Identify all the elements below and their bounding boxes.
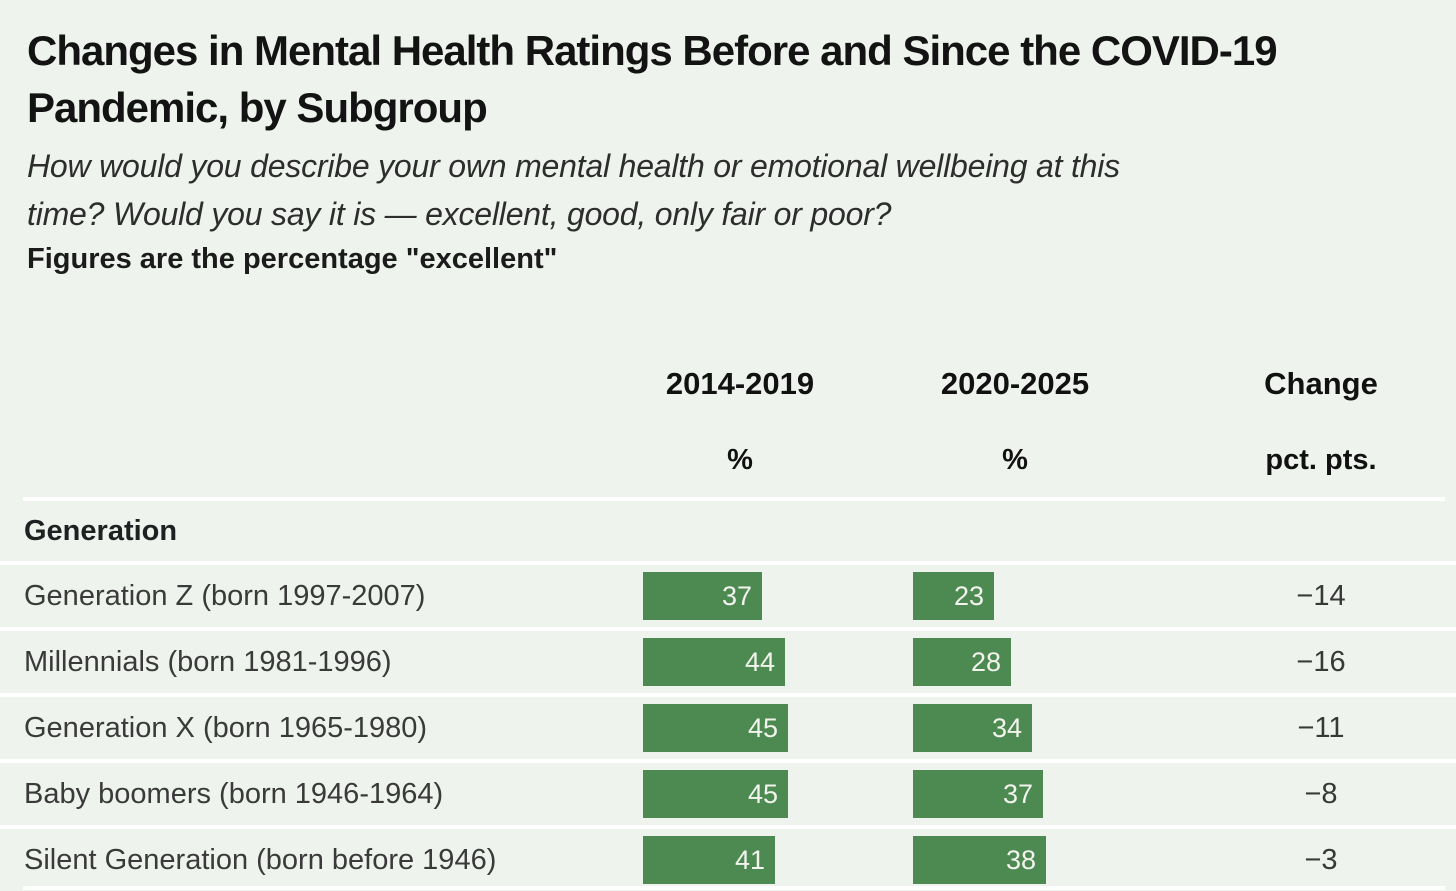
table-row: Silent Generation (born before 1946) 41 … [0,825,1456,891]
row-label: Generation Z (born 1997-2007) [24,580,426,612]
bar-2020-2025: 23 [913,572,994,620]
bar-2020-2025: 37 [913,770,1043,818]
section-label-generation: Generation [24,515,178,547]
row-label: Millennials (born 1981-1996) [24,646,392,678]
bar-2014-2019: 45 [643,770,788,818]
change-value: −14 [1296,580,1346,612]
table-row: Generation Z (born 1997-2007) 37 23 −14 [0,561,1456,627]
bar-2014-2019: 44 [643,638,785,686]
column-header-change: Change [1264,366,1378,401]
bar-2014-2019: 45 [643,704,788,752]
figures-note: Figures are the percentage "excellent" [27,243,558,275]
bar-2020-2025: 28 [913,638,1011,686]
section-divider [23,497,1445,501]
row-label: Generation X (born 1965-1980) [24,712,428,744]
row-label: Baby boomers (born 1946-1964) [24,778,444,810]
bottom-divider [23,886,1445,890]
row-label: Silent Generation (born before 1946) [24,844,497,876]
change-value: −16 [1296,646,1346,678]
table-row: Generation X (born 1965-1980) 45 34 −11 [0,693,1456,759]
table-row: Baby boomers (born 1946-1964) 45 37 −8 [0,759,1456,825]
bar-2014-2019: 41 [643,836,775,884]
column-unit-percent-2: % [1002,444,1028,476]
bar-2020-2025: 38 [913,836,1046,884]
bar-2014-2019: 37 [643,572,762,620]
column-header-2020-2025: 2020-2025 [940,366,1090,401]
change-value: −3 [1304,844,1338,876]
bar-2020-2025: 34 [913,704,1032,752]
change-value: −11 [1297,712,1345,744]
survey-question: How would you describe your own mental h… [27,148,1120,232]
table-row: Millennials (born 1981-1996) 44 28 −16 [0,627,1456,693]
column-unit-pct-pts: pct. pts. [1265,444,1377,476]
change-value: −8 [1304,778,1338,810]
column-unit-percent-1: % [727,444,753,476]
table-rows: Generation Z (born 1997-2007) 37 23 −14 … [0,561,1456,891]
page-title: Changes in Mental Health Ratings Before … [27,27,1278,131]
column-header-2014-2019: 2014-2019 [665,366,815,401]
